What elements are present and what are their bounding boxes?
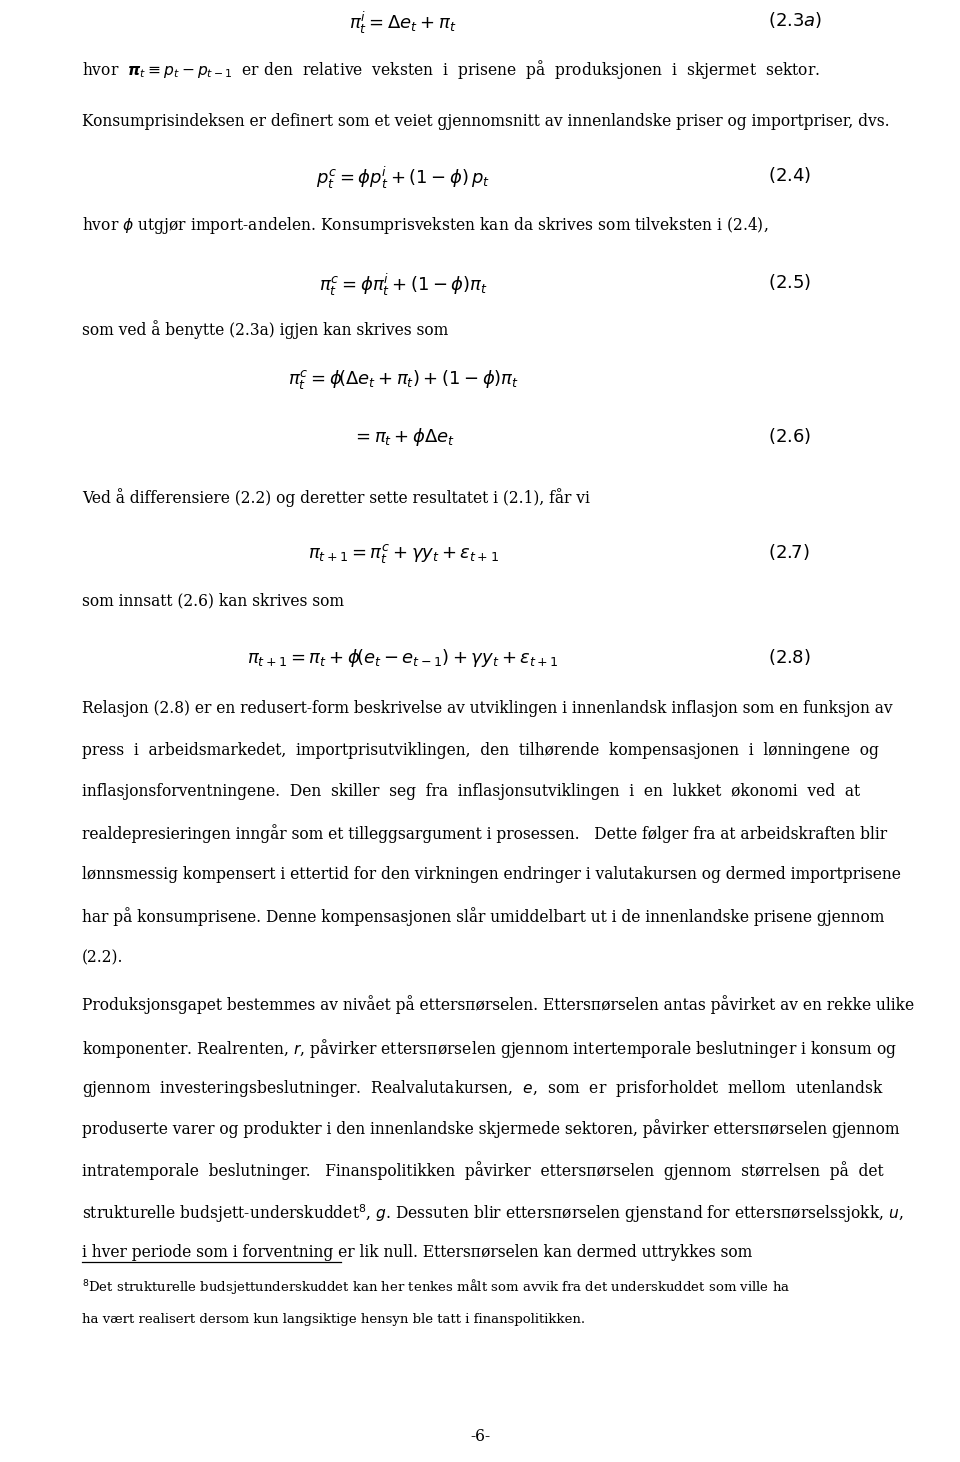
Text: $\pi_{t+1} = \pi_t + \phi\!\left(e_t - e_{t-1}\right) + \gamma y_t + \varepsilon: $\pi_{t+1} = \pi_t + \phi\!\left(e_t - e… bbox=[248, 648, 559, 670]
Text: Ved å differensiere (2.2) og deretter sette resultatet i (2.1), får vi: Ved å differensiere (2.2) og deretter se… bbox=[82, 488, 589, 507]
Text: $\pi_{t+1} = \pi_t^c + \gamma y_t + \varepsilon_{t+1}$: $\pi_{t+1} = \pi_t^c + \gamma y_t + \var… bbox=[308, 542, 498, 564]
Text: $\pi_t^c = \phi\!\left(\Delta e_t + \pi_t\right) + (1-\phi)\pi_t$: $\pi_t^c = \phi\!\left(\Delta e_t + \pi_… bbox=[288, 368, 518, 390]
Text: lønnsmessig kompensert i ettertid for den virkningen endringer i valutakursen og: lønnsmessig kompensert i ettertid for de… bbox=[82, 866, 900, 883]
Text: inflasjonsforventningene.  Den  skiller  seg  fra  inflasjonsutviklingen  i  en : inflasjonsforventningene. Den skiller se… bbox=[82, 784, 860, 800]
Text: $\pi_t^i = \Delta e_t + \pi_t$: $\pi_t^i = \Delta e_t + \pi_t$ bbox=[349, 10, 457, 37]
Text: Produksjonsgapet bestemmes av nivået på ettersпørselen. Ettersпørselen antas påv: Produksjonsgapet bestemmes av nivået på … bbox=[82, 996, 914, 1015]
Text: $= \pi_t + \phi\Delta e_t$: $= \pi_t + \phi\Delta e_t$ bbox=[351, 425, 455, 447]
Text: i hver periode som i forventning er lik null. Ettersпørselen kan dermed uttrykke: i hver periode som i forventning er lik … bbox=[82, 1244, 753, 1262]
Text: Konsumprisindeksen er definert som et veiet gjennomsnitt av innenlandske priser : Konsumprisindeksen er definert som et ve… bbox=[82, 113, 890, 130]
Text: $(2.5)$: $(2.5)$ bbox=[768, 272, 811, 292]
Text: $(2.6)$: $(2.6)$ bbox=[768, 425, 811, 446]
Text: hvor $\phi$ utgjør import-andelen. Konsumprisveksten kan da skrives som tilvekst: hvor $\phi$ utgjør import-andelen. Konsu… bbox=[82, 215, 768, 235]
Text: gjennom  investeringsbeslutninger.  Realvalutakursen,  $e$,  som  er  prisforhol: gjennom investeringsbeslutninger. Realva… bbox=[82, 1077, 884, 1099]
Text: ${}^8$Det strukturelle budsjettunderskuddet kan her tenkes målt som avvik fra de: ${}^8$Det strukturelle budsjettunderskud… bbox=[82, 1276, 790, 1295]
Text: produserte varer og produkter i den innenlandske skjermede sektoren, påvirker et: produserte varer og produkter i den inne… bbox=[82, 1120, 900, 1139]
Text: $(2.7)$: $(2.7)$ bbox=[768, 542, 809, 561]
Text: (2.2).: (2.2). bbox=[82, 949, 124, 966]
Text: hvor  $\boldsymbol{\pi}_t \equiv p_t - p_{t-1}$  er den  relative  veksten  i  p: hvor $\boldsymbol{\pi}_t \equiv p_t - p_… bbox=[82, 58, 820, 80]
Text: $(2.3a)$: $(2.3a)$ bbox=[768, 10, 822, 31]
Text: $(2.4)$: $(2.4)$ bbox=[768, 165, 811, 186]
Text: $\pi_t^c = \phi\pi_t^i + (1-\phi)\pi_t$: $\pi_t^c = \phi\pi_t^i + (1-\phi)\pi_t$ bbox=[319, 272, 488, 298]
Text: komponenter. Realrenten, $r$, påvirker ettersпørselen gjennom intertemporale bes: komponenter. Realrenten, $r$, påvirker e… bbox=[82, 1037, 898, 1060]
Text: realdepresieringen inngår som et tilleggsargument i prosessen.   Dette følger fr: realdepresieringen inngår som et tillegg… bbox=[82, 825, 887, 844]
Text: Relasjon (2.8) er en redusert-form beskrivelse av utviklingen i innenlandsk infl: Relasjon (2.8) er en redusert-form beskr… bbox=[82, 700, 893, 716]
Text: som ved å benytte (2.3a) igjen kan skrives som: som ved å benytte (2.3a) igjen kan skriv… bbox=[82, 320, 448, 339]
Text: ha vært realisert dersom kun langsiktige hensyn ble tatt i finanspolitikken.: ha vært realisert dersom kun langsiktige… bbox=[82, 1313, 586, 1326]
Text: har på konsumprisene. Denne kompensasjonen slår umiddelbart ut i de innenlandske: har på konsumprisene. Denne kompensasjon… bbox=[82, 908, 884, 927]
Text: strukturelle budsjett-underskuddet$^8$, $g$. Dessuten blir ettersпørselen gjenst: strukturelle budsjett-underskuddet$^8$, … bbox=[82, 1203, 903, 1225]
Text: som innsatt (2.6) kan skrives som: som innsatt (2.6) kan skrives som bbox=[82, 592, 344, 610]
Text: press  i  arbeidsmarkedet,  importprisutviklingen,  den  tilhørende  kompensasjo: press i arbeidsmarkedet, importprisutvik… bbox=[82, 741, 878, 759]
Text: -6-: -6- bbox=[470, 1428, 490, 1444]
Text: $(2.8)$: $(2.8)$ bbox=[768, 648, 810, 667]
Text: $p_t^c = \phi p_t^i + (1-\phi)\,p_t$: $p_t^c = \phi p_t^i + (1-\phi)\,p_t$ bbox=[316, 165, 491, 192]
Text: intratemporale  beslutninger.   Finanspolitikken  påvirker  ettersпørselen  gjen: intratemporale beslutninger. Finanspolit… bbox=[82, 1161, 883, 1180]
